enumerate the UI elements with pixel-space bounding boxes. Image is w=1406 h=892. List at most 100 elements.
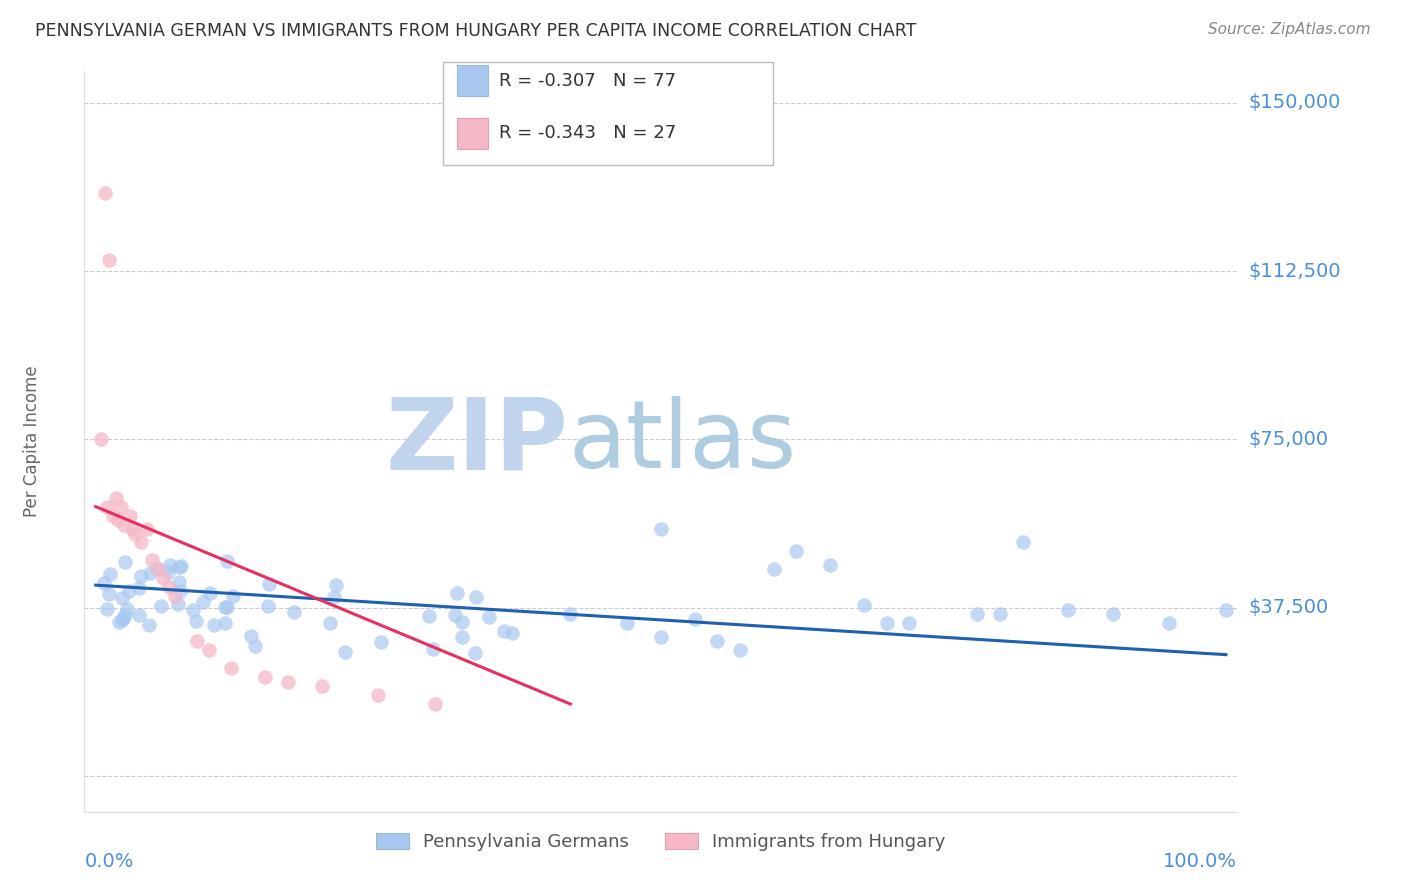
Point	[146, 562, 169, 576]
Point	[117, 602, 139, 616]
Point	[197, 643, 219, 657]
Point	[157, 580, 180, 594]
Point	[257, 599, 280, 614]
Point	[451, 615, 474, 629]
Point	[98, 566, 121, 581]
Point	[214, 600, 236, 615]
Point	[418, 608, 440, 623]
Point	[728, 643, 751, 657]
Point	[257, 576, 280, 591]
Point	[560, 607, 582, 622]
Point	[464, 590, 486, 604]
Point	[97, 587, 120, 601]
Point	[762, 562, 785, 576]
Point	[101, 508, 124, 523]
Point	[616, 616, 638, 631]
Point	[217, 599, 239, 614]
Text: atlas: atlas	[568, 395, 797, 488]
Point	[683, 612, 706, 626]
Point	[319, 616, 342, 631]
Point	[149, 599, 172, 613]
Point	[110, 591, 132, 606]
Point	[650, 522, 672, 536]
Point	[93, 186, 115, 200]
Point	[215, 554, 238, 568]
Point	[323, 590, 346, 604]
Point	[222, 589, 245, 603]
Point	[135, 522, 157, 536]
Point	[1011, 535, 1033, 549]
Point	[163, 590, 186, 604]
Point	[114, 556, 136, 570]
Point	[820, 558, 842, 572]
Point	[254, 670, 277, 684]
Text: 0.0%: 0.0%	[84, 853, 134, 871]
Point	[785, 544, 807, 558]
Point	[169, 559, 191, 574]
Text: R = -0.307   N = 77: R = -0.307 N = 77	[499, 72, 676, 90]
Point	[501, 625, 523, 640]
Point	[423, 697, 446, 711]
Point	[422, 641, 444, 656]
Point	[105, 491, 128, 505]
Point	[333, 645, 356, 659]
Text: Source: ZipAtlas.com: Source: ZipAtlas.com	[1208, 22, 1371, 37]
Point	[90, 432, 112, 446]
Point	[311, 679, 333, 693]
Point	[464, 646, 486, 660]
Text: $75,000: $75,000	[1249, 430, 1329, 449]
Point	[129, 568, 152, 582]
Text: PENNSYLVANIA GERMAN VS IMMIGRANTS FROM HUNGARY PER CAPITA INCOME CORRELATION CHA: PENNSYLVANIA GERMAN VS IMMIGRANTS FROM H…	[35, 22, 917, 40]
Point	[446, 586, 468, 600]
Point	[129, 535, 152, 549]
Point	[167, 574, 190, 589]
Point	[169, 584, 191, 599]
Point	[167, 597, 190, 611]
Point	[202, 618, 225, 632]
Point	[98, 252, 121, 267]
Point	[988, 607, 1011, 622]
Point	[1056, 603, 1078, 617]
Point	[240, 629, 263, 643]
Point	[118, 508, 141, 523]
Point	[157, 565, 180, 579]
Point	[898, 616, 921, 631]
Point	[112, 611, 135, 625]
Point	[96, 500, 118, 514]
Point	[110, 613, 132, 627]
Point	[107, 513, 129, 527]
Point	[367, 688, 389, 702]
Point	[96, 602, 118, 616]
Point	[221, 661, 243, 675]
Point	[370, 635, 392, 649]
Point	[114, 608, 136, 623]
Point	[451, 630, 474, 644]
Point	[1215, 603, 1237, 617]
Text: 100.0%: 100.0%	[1163, 853, 1237, 871]
Point	[121, 522, 143, 536]
Point	[214, 615, 236, 630]
Text: $37,500: $37,500	[1249, 598, 1329, 617]
Point	[110, 500, 132, 514]
Point	[170, 558, 193, 573]
Point	[853, 599, 876, 613]
Point	[494, 624, 516, 638]
Point	[1159, 616, 1181, 631]
Point	[152, 571, 174, 585]
Point	[325, 578, 347, 592]
Text: R = -0.343   N = 27: R = -0.343 N = 27	[499, 125, 676, 143]
Point	[193, 594, 215, 608]
Point	[283, 605, 305, 619]
Legend: Pennsylvania Germans, Immigrants from Hungary: Pennsylvania Germans, Immigrants from Hu…	[368, 825, 953, 858]
Point	[138, 617, 160, 632]
Point	[186, 634, 208, 648]
Point	[124, 526, 146, 541]
Point	[128, 581, 150, 595]
Text: $150,000: $150,000	[1249, 94, 1341, 112]
Point	[112, 517, 135, 532]
Point	[243, 640, 266, 654]
Point	[139, 566, 162, 581]
Text: ZIP: ZIP	[385, 393, 568, 490]
Point	[277, 674, 299, 689]
Point	[650, 630, 672, 644]
